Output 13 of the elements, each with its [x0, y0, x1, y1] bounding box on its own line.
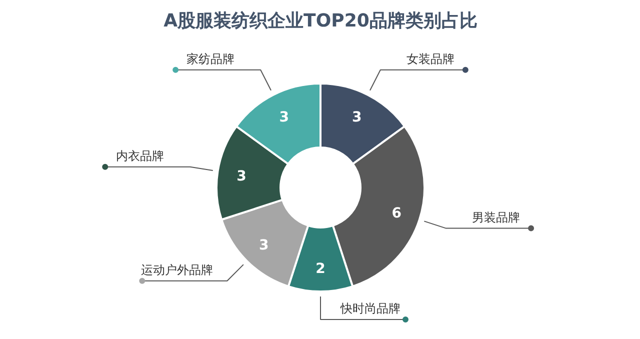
data-label: 6	[392, 206, 402, 222]
chart-title: A股服装纺织企业TOP20品牌类别占比	[164, 10, 478, 32]
data-label: 3	[236, 168, 246, 184]
slice-label: 内衣品牌	[116, 148, 164, 163]
slice-label: 男装品牌	[472, 210, 520, 224]
data-label: 2	[316, 261, 326, 277]
slice-label: 女装品牌	[406, 52, 454, 66]
slice-label: 家纺品牌	[186, 52, 235, 66]
data-label: 3	[259, 238, 269, 254]
slice-label: 快时尚品牌	[340, 302, 400, 316]
data-label: 3	[279, 110, 290, 126]
slice-label: 运动户外品牌	[141, 262, 214, 277]
data-label: 3	[352, 110, 362, 126]
